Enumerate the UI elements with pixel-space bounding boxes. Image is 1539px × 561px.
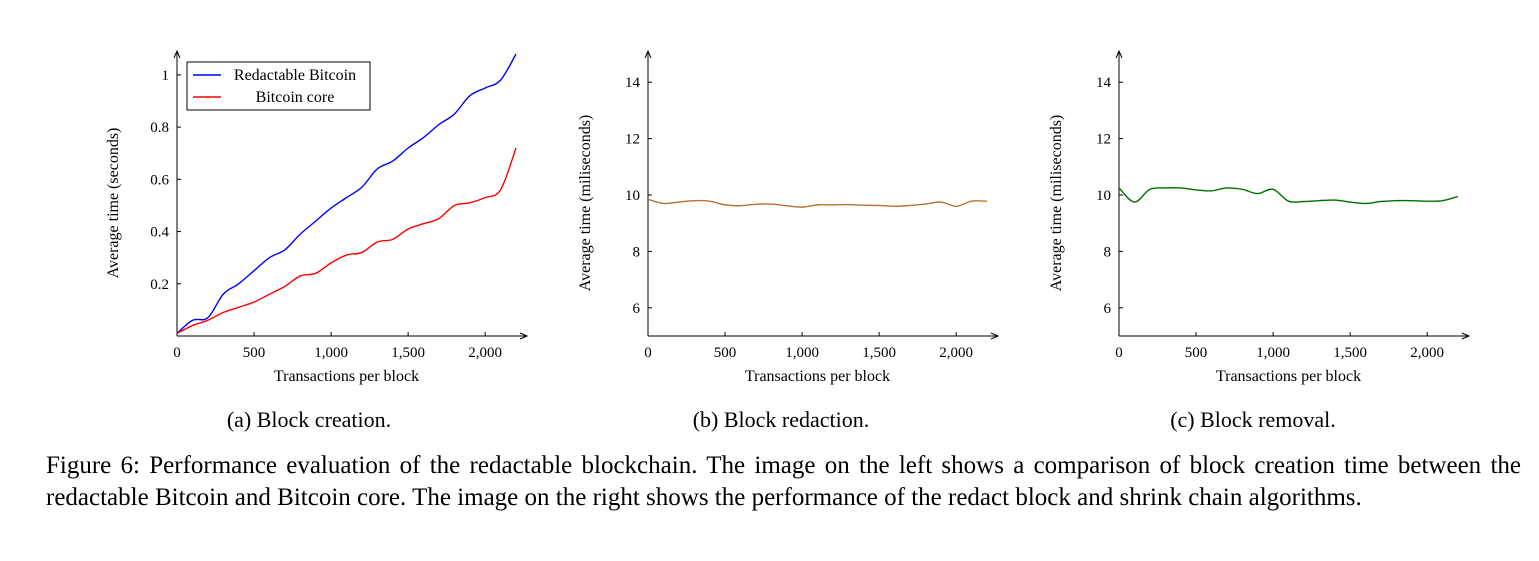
legend-label: Redactable Bitcoin bbox=[234, 67, 356, 84]
x-tick-label: 1,500 bbox=[391, 345, 425, 361]
y-axis-label: Average time (miliseconds) bbox=[577, 115, 594, 292]
y-tick-label: 1 bbox=[162, 68, 170, 84]
x-tick-label: 500 bbox=[1185, 345, 1208, 361]
y-axis-label: Average time (seconds) bbox=[105, 128, 122, 279]
y-axis-arrow bbox=[173, 49, 181, 59]
subfigure-caption: (b) Block redaction. bbox=[693, 407, 870, 432]
y-tick-label: 0.4 bbox=[150, 225, 169, 241]
x-tick-label: 1,500 bbox=[1333, 345, 1367, 361]
x-tick-label: 1,000 bbox=[785, 345, 819, 361]
series-line-1-2 bbox=[176, 147, 517, 335]
series-line-3-1 bbox=[1118, 187, 1459, 205]
x-tick-label: 1,500 bbox=[862, 345, 896, 361]
y-tick-label: 10 bbox=[1096, 188, 1111, 204]
subfigure-caption: (a) Block creation. bbox=[227, 407, 391, 432]
chart-2: 0 500 1,000 1,500 2,000 6 8 10 12 14 Transactions … bbox=[577, 49, 1000, 432]
x-tick-label: 500 bbox=[243, 345, 266, 361]
x-axis-label: Transactions per block bbox=[274, 368, 419, 385]
y-tick-label: 12 bbox=[1096, 132, 1111, 148]
x-tick-label: 1,000 bbox=[314, 345, 348, 361]
subfigure-caption: (c) Block removal. bbox=[1170, 407, 1336, 432]
figure-caption: Figure 6: Performance evaluation of the … bbox=[46, 452, 1521, 511]
x-axis-arrow bbox=[1461, 332, 1471, 340]
y-tick-label: 0.6 bbox=[150, 172, 169, 188]
chart-3: 0 500 1,000 1,500 2,000 6 8 10 12 14 Transactions … bbox=[1048, 49, 1471, 432]
y-tick-label: 10 bbox=[625, 188, 640, 204]
y-tick-label: 14 bbox=[625, 75, 641, 91]
x-tick-label: 0 bbox=[644, 345, 652, 361]
y-tick-label: 8 bbox=[633, 244, 641, 260]
x-axis-label: Transactions per block bbox=[1216, 368, 1361, 385]
x-tick-label: 1,000 bbox=[1256, 345, 1290, 361]
x-tick-label: 2,000 bbox=[468, 345, 502, 361]
x-tick-label: 0 bbox=[173, 345, 181, 361]
y-tick-label: 8 bbox=[1104, 244, 1112, 260]
x-axis-arrow bbox=[990, 332, 1000, 340]
y-axis-label: Average time (miliseconds) bbox=[1048, 115, 1065, 292]
y-tick-label: 0.8 bbox=[150, 120, 169, 136]
legend-box bbox=[186, 61, 371, 111]
y-tick-label: 6 bbox=[1104, 301, 1112, 317]
x-tick-label: 2,000 bbox=[1410, 345, 1444, 361]
y-axis-arrow bbox=[1115, 49, 1123, 59]
y-tick-label: 14 bbox=[1096, 75, 1112, 91]
y-tick-label: 12 bbox=[625, 132, 640, 148]
x-axis-arrow bbox=[519, 332, 529, 340]
chart-1: 0 500 1,000 1,500 2,000 0.2 0.4 0.6 0.8 1 Transact… bbox=[105, 49, 529, 432]
series-line-2-1 bbox=[647, 198, 988, 208]
x-tick-label: 0 bbox=[1115, 345, 1123, 361]
y-tick-label: 6 bbox=[633, 301, 641, 317]
legend-label: Bitcoin core bbox=[256, 89, 335, 106]
x-tick-label: 2,000 bbox=[939, 345, 973, 361]
y-tick-label: 0.2 bbox=[150, 277, 169, 293]
x-axis-label: Transactions per block bbox=[745, 368, 890, 385]
y-axis-arrow bbox=[644, 49, 652, 59]
series-line-1-1 bbox=[176, 53, 517, 334]
x-tick-label: 500 bbox=[714, 345, 737, 361]
